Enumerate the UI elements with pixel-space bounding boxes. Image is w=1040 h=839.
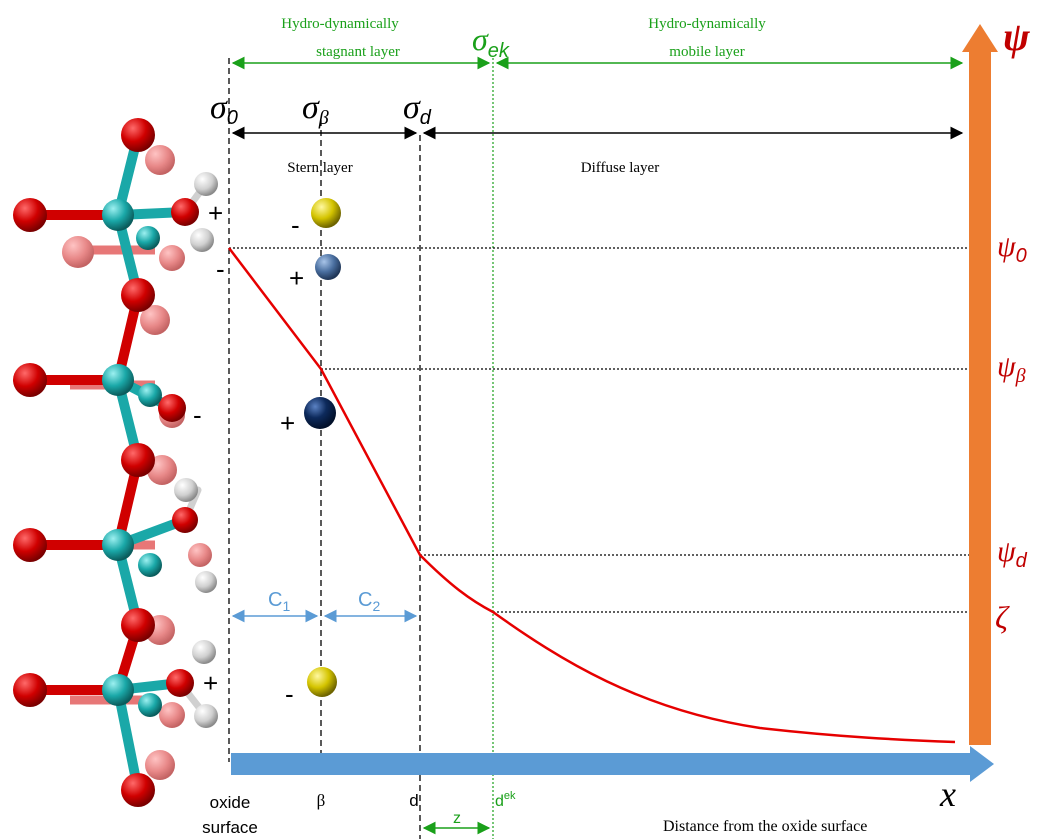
psi-0-label: ψ0: [997, 230, 1027, 267]
ion-plus-sign: +: [289, 263, 304, 293]
oxide-surface-label-line2: surface: [202, 818, 258, 837]
psi-d-label: ψd: [997, 535, 1028, 572]
ion-minus-sign: -: [285, 679, 294, 709]
oxygen-atom: [172, 507, 198, 533]
hydrogen-atom: [192, 640, 216, 664]
x-axis-label: x: [939, 774, 956, 814]
mobile-layer-label-line1: Hydro-dynamically: [648, 16, 766, 32]
stagnant-layer-label-line2: stagnant layer: [316, 44, 400, 60]
oxygen-atom: [13, 673, 47, 707]
metal-atom: [102, 529, 134, 561]
potential-level-lines: [229, 247, 975, 613]
anion-yellow-top: [311, 198, 341, 228]
sigma-d-label: σd: [403, 89, 432, 129]
beta-tick-label: β: [317, 791, 326, 810]
metal-atom: [138, 693, 162, 717]
oxygen-atom: [171, 198, 199, 226]
metal-atom: [138, 553, 162, 577]
sigma-beta-label: σβ: [302, 89, 329, 129]
oxygen-atom: [121, 608, 155, 642]
psi-beta-label: ψβ: [997, 350, 1026, 387]
ion-minus-sign: -: [291, 210, 300, 240]
zeta-label: ζ: [995, 599, 1010, 635]
oxygen-atom: [13, 198, 47, 232]
metal-atom: [138, 383, 162, 407]
sigma-ek-label: σek: [472, 21, 510, 62]
oxide-surface-label-line1: oxide: [210, 793, 251, 812]
x-axis: [231, 746, 994, 782]
c1-label: C1: [268, 589, 290, 614]
diffuse-layer-label: Diffuse layer: [581, 160, 659, 176]
hydrogen-atom: [194, 172, 218, 196]
crystal-atoms: [13, 118, 218, 807]
ions: [304, 198, 341, 697]
potential-curve: [228, 247, 956, 744]
surface-plus-sign: +: [203, 668, 218, 698]
cation-steel: [315, 254, 341, 280]
mobile-layer-label-line2: mobile layer: [669, 44, 744, 60]
hydrogen-atom: [195, 571, 217, 593]
oxygen-atom: [121, 443, 155, 477]
oxygen-atom: [166, 669, 194, 697]
psi-axis-label: ψ: [1003, 14, 1030, 59]
oxygen-atom: [121, 773, 155, 807]
metal-atom: [102, 674, 134, 706]
oxygen-atom: [121, 118, 155, 152]
stern-layer-label: Stern layer: [287, 160, 352, 176]
psi-axis: [962, 24, 998, 745]
cation-navy: [304, 397, 336, 429]
ion-plus-sign: +: [280, 408, 295, 438]
dek-tick-label: dek: [495, 790, 516, 810]
metal-atom: [102, 364, 134, 396]
metal-atom: [102, 199, 134, 231]
surface-minus-sign: -: [193, 400, 202, 430]
oxygen-atom: [13, 528, 47, 562]
anion-yellow-bottom: [307, 667, 337, 697]
sigma-0-label: σ0: [210, 89, 238, 129]
stagnant-layer-label-line1: Hydro-dynamically: [281, 16, 399, 32]
surface-minus-sign: -: [216, 254, 225, 284]
distance-caption: Distance from the oxide surface: [663, 818, 867, 835]
charge-signs: + - - + - + + -: [193, 198, 304, 709]
d-tick-label: d: [409, 791, 418, 810]
oxygen-atom: [121, 278, 155, 312]
hydrogen-atom: [174, 478, 198, 502]
surface-plus-sign: +: [208, 198, 223, 228]
z-label: z: [453, 810, 461, 827]
oxygen-atom: [13, 363, 47, 397]
metal-atom: [136, 226, 160, 250]
plane-lines: [228, 58, 494, 839]
oxygen-atom: [158, 394, 186, 422]
hydrogen-atom: [194, 704, 218, 728]
c2-label: C2: [358, 589, 380, 614]
oxide-crystal-model: [13, 118, 218, 807]
hydrogen-atom: [190, 228, 214, 252]
